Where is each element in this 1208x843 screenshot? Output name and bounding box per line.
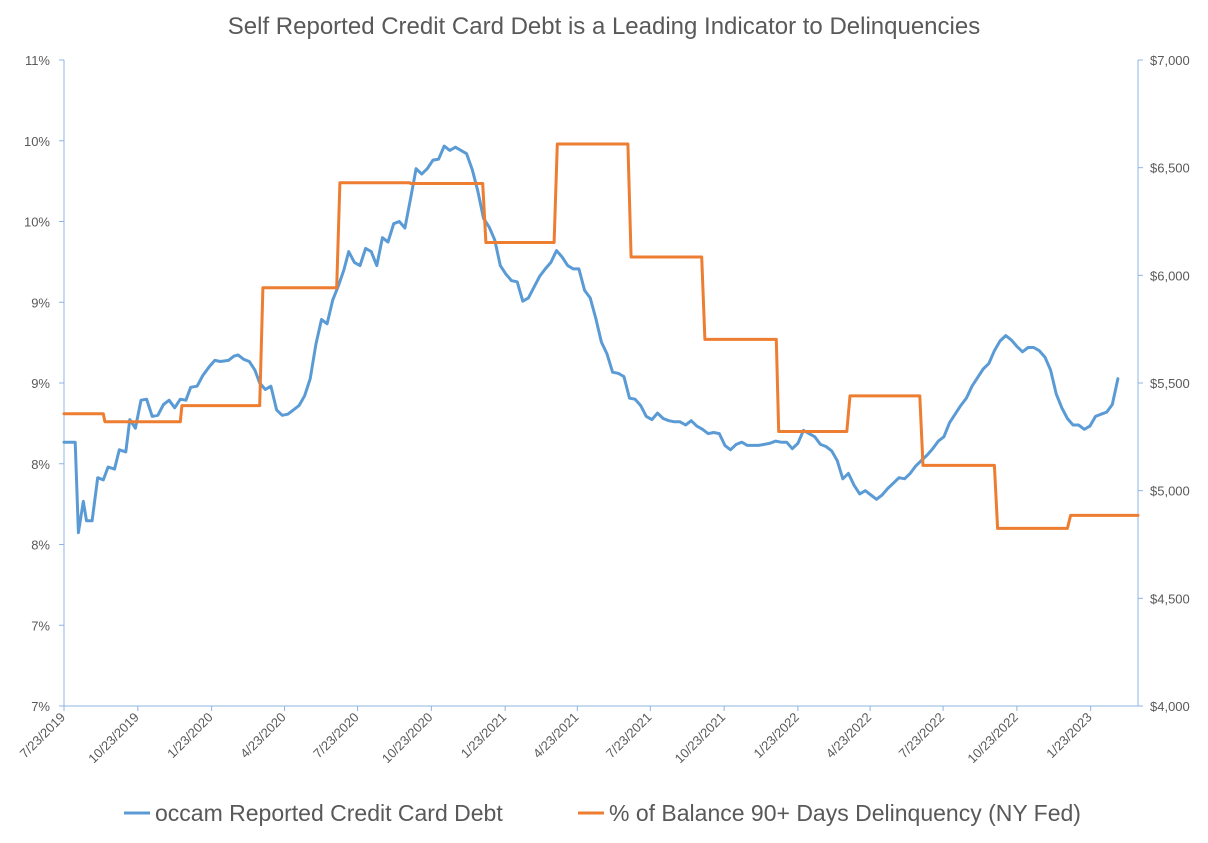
left-tick-label: 8% bbox=[31, 457, 50, 472]
right-tick-label: $7,000 bbox=[1150, 53, 1190, 68]
x-tick-label: 1/23/2020 bbox=[164, 710, 216, 762]
right-tick-label: $5,000 bbox=[1150, 484, 1190, 499]
x-tick-label: 10/23/2022 bbox=[964, 710, 1021, 767]
left-tick-label: 9% bbox=[31, 295, 50, 310]
right-tick-label: $6,500 bbox=[1150, 161, 1190, 176]
left-tick-label: 9% bbox=[31, 376, 50, 391]
left-tick-label: 8% bbox=[31, 538, 50, 553]
x-tick-label: 4/23/2021 bbox=[530, 710, 582, 762]
x-tick-label: 1/23/2021 bbox=[458, 710, 510, 762]
right-tick-label: $5,500 bbox=[1150, 376, 1190, 391]
x-tick-label: 1/23/2022 bbox=[751, 710, 803, 762]
right-tick-label: $4,500 bbox=[1150, 591, 1190, 606]
axes: 7% 7% 8% 8% 9% 9% 10% 10% 11% $4,000 $4,500 $5,000 $… bbox=[17, 53, 1190, 766]
left-tick-label: 10% bbox=[24, 134, 50, 149]
left-tick-label: 10% bbox=[24, 215, 50, 230]
x-tick-label: 4/23/2022 bbox=[823, 710, 875, 762]
chart-title: Self Reported Credit Card Debt is a Lead… bbox=[228, 13, 980, 40]
x-tick-label: 4/23/2020 bbox=[237, 710, 289, 762]
x-tick-label: 7/23/2019 bbox=[17, 710, 69, 762]
delinquency-series-line bbox=[62, 142, 1140, 530]
left-tick-label: 7% bbox=[31, 618, 50, 633]
legend-label: occam Reported Credit Card Debt bbox=[155, 800, 503, 826]
debt-series-line bbox=[62, 144, 1120, 535]
left-tick-label: 11% bbox=[25, 53, 50, 68]
x-tick-label: 7/23/2020 bbox=[310, 710, 362, 762]
right-tick-label: $4,000 bbox=[1150, 699, 1190, 714]
legend-label: % of Balance 90+ Days Delinquency (NY Fe… bbox=[609, 800, 1081, 826]
right-tick-label: $6,000 bbox=[1150, 268, 1190, 283]
x-tick-label: 10/23/2020 bbox=[379, 710, 436, 767]
x-tick-label: 1/23/2023 bbox=[1043, 710, 1095, 762]
legend: occam Reported Credit Card Debt % of Bala… bbox=[124, 800, 1081, 826]
x-tick-label: 7/23/2021 bbox=[603, 710, 655, 762]
series-layer bbox=[62, 142, 1140, 535]
x-tick-label: 10/23/2019 bbox=[85, 710, 142, 767]
x-tick-label: 7/23/2022 bbox=[896, 710, 948, 762]
left-tick-label: 7% bbox=[31, 699, 50, 714]
x-tick-label: 10/23/2021 bbox=[672, 710, 729, 767]
